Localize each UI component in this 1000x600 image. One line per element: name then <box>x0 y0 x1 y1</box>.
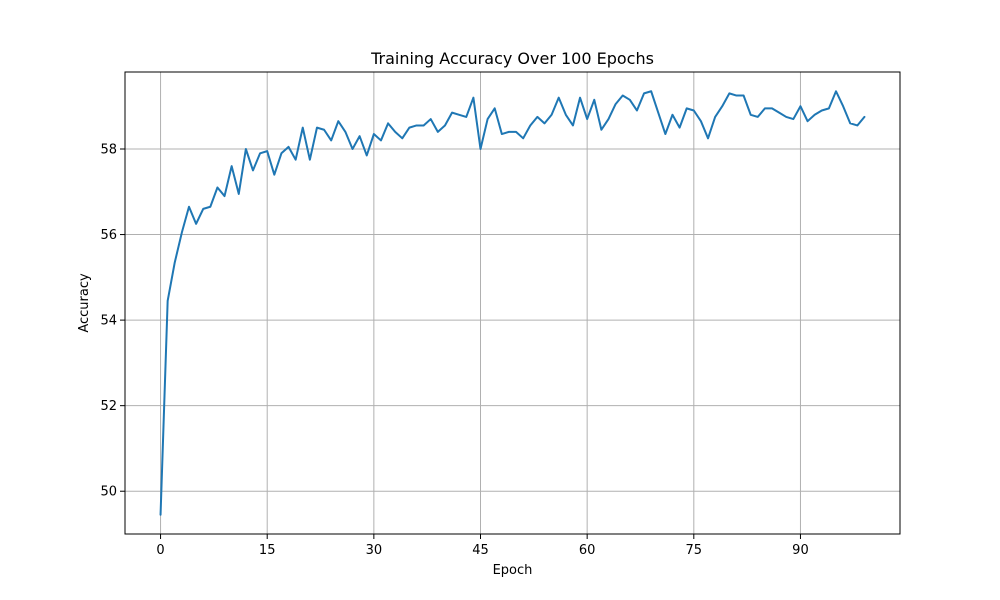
x-tick-label: 15 <box>259 543 276 558</box>
chart-title: Training Accuracy Over 100 Epochs <box>370 49 654 68</box>
x-tick-label: 45 <box>472 543 489 558</box>
y-tick-label: 50 <box>100 485 117 500</box>
y-tick-label: 54 <box>100 314 117 329</box>
x-axis-label: Epoch <box>493 563 533 578</box>
x-axis-ticks: 0 15 30 45 60 75 90 <box>156 534 809 558</box>
plot-area-frame <box>124 71 901 535</box>
y-tick-label: 56 <box>100 228 117 243</box>
x-tick-label: 90 <box>792 543 809 558</box>
accuracy-series-line <box>159 90 866 516</box>
y-axis-label: Accuracy <box>77 273 92 333</box>
x-tick-label: 75 <box>686 543 703 558</box>
x-tick-label: 0 <box>156 543 164 558</box>
grid <box>125 72 900 534</box>
y-axis-ticks: 50 52 54 56 58 <box>100 143 125 500</box>
y-tick-label: 52 <box>100 399 117 414</box>
y-tick-label: 58 <box>100 143 117 158</box>
x-tick-label: 30 <box>366 543 383 558</box>
x-tick-label: 60 <box>579 543 596 558</box>
series-layer <box>159 90 866 516</box>
